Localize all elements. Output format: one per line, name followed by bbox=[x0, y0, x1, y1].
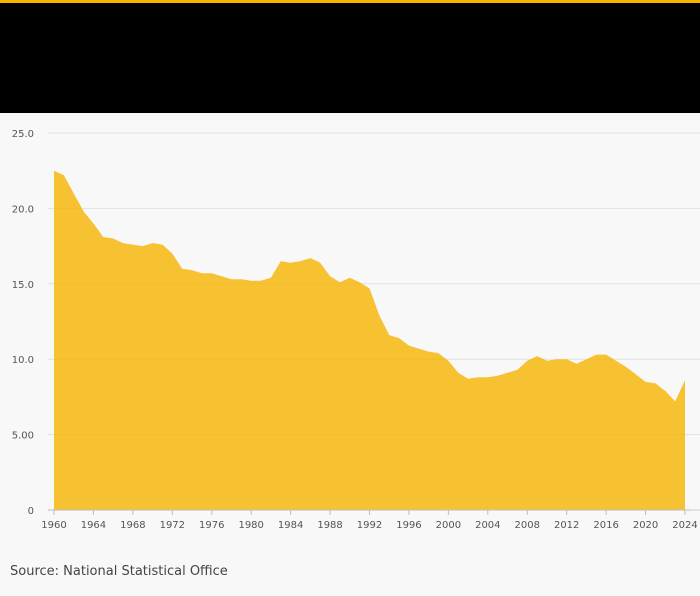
source-note: Source: National Statistical Office bbox=[10, 564, 228, 579]
area-series bbox=[54, 170, 685, 510]
x-tick-label: 1980 bbox=[238, 520, 263, 531]
x-tick-label: 1996 bbox=[396, 520, 421, 531]
y-tick-label: 25.0 bbox=[12, 129, 34, 140]
chart-area: 0 5.00 10.0 15.0 20.0 25.0 1960 1964 1968 1972 197… bbox=[0, 113, 700, 533]
x-tick-label: 2020 bbox=[633, 520, 658, 531]
y-tick-label: 15.0 bbox=[12, 280, 34, 291]
x-tick-label: 1968 bbox=[120, 520, 145, 531]
y-tick-label: 0 bbox=[28, 506, 34, 517]
y-tick-label: 20.0 bbox=[12, 204, 34, 215]
y-tick-label: 10.0 bbox=[12, 355, 34, 366]
x-tick-label: 1960 bbox=[41, 520, 66, 531]
x-tick-label: 1992 bbox=[357, 520, 382, 531]
header-band bbox=[0, 3, 700, 113]
x-tick-label: 1972 bbox=[160, 520, 185, 531]
area-chart: 0 5.00 10.0 15.0 20.0 25.0 1960 1964 1968 1972 197… bbox=[12, 129, 700, 531]
x-tick-label: 2008 bbox=[515, 520, 540, 531]
x-tick-label: 1984 bbox=[278, 520, 303, 531]
y-tick-label: 5.00 bbox=[12, 431, 34, 442]
x-tick-label: 2016 bbox=[593, 520, 618, 531]
x-tick-label: 1964 bbox=[81, 520, 106, 531]
axes: 0 5.00 10.0 15.0 20.0 25.0 1960 1964 1968 1972 197… bbox=[12, 129, 698, 531]
x-tick-label: 2004 bbox=[475, 520, 500, 531]
area-fill bbox=[54, 170, 685, 510]
x-tick-label: 2012 bbox=[554, 520, 579, 531]
x-tick-label: 1988 bbox=[317, 520, 342, 531]
x-tick-label: 2024 bbox=[672, 520, 697, 531]
x-tick-label: 1976 bbox=[199, 520, 224, 531]
top-accent-bar bbox=[0, 0, 700, 3]
x-tick-label: 2000 bbox=[436, 520, 461, 531]
